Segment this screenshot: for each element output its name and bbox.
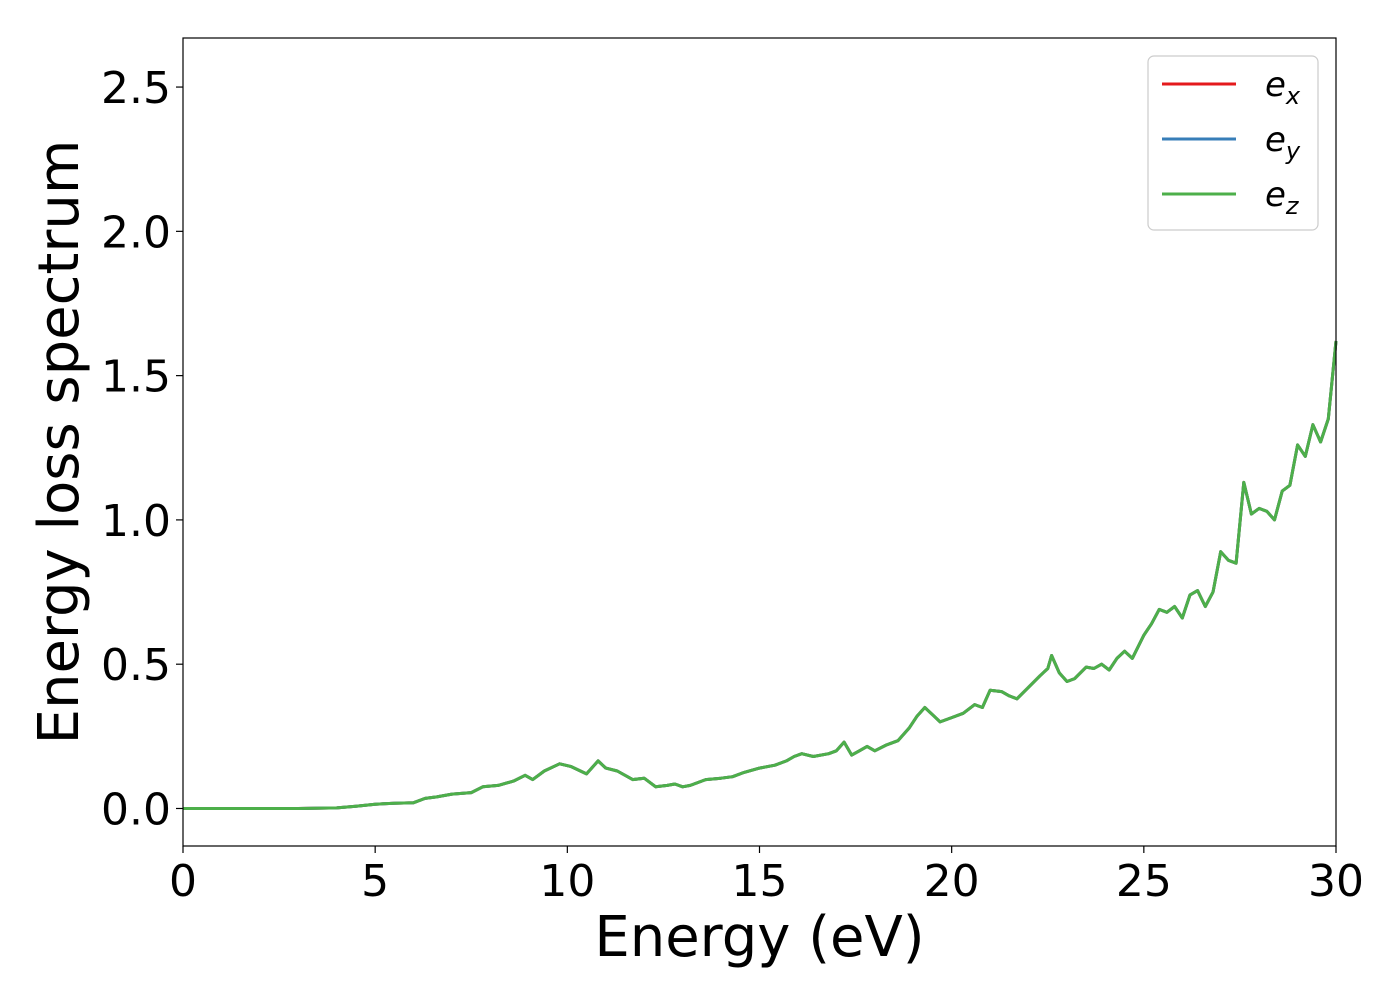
series-line-e_y — [183, 340, 1338, 810]
legend-label-z: ez — [1265, 175, 1300, 220]
y-tick-label: 2.0 — [101, 207, 171, 258]
series-line-e_x — [183, 340, 1338, 810]
legend-label-y: ey — [1265, 120, 1301, 165]
y-axis-label: Energy loss spectrum — [27, 140, 92, 745]
x-tick-label: 5 — [361, 856, 389, 907]
x-axis-ticks: 0 5 10 15 20 25 30 — [169, 846, 1364, 907]
y-tick-label: 0.0 — [101, 784, 171, 835]
y-tick-label: 1.5 — [101, 352, 171, 403]
x-tick-label: 25 — [1116, 856, 1172, 907]
x-tick-label: 30 — [1308, 856, 1364, 907]
legend-box — [1147, 55, 1319, 231]
y-tick-label: 0.5 — [101, 640, 171, 691]
x-tick-label: 0 — [169, 856, 197, 907]
legend-label-x: ex — [1265, 65, 1301, 110]
y-tick-label: 1.0 — [101, 496, 171, 547]
x-tick-label: 20 — [924, 856, 980, 907]
x-tick-label: 15 — [732, 856, 788, 907]
y-tick-label: 2.5 — [101, 63, 171, 114]
legend: ex ey ez — [1147, 55, 1319, 231]
series-line-e_z — [183, 340, 1338, 810]
x-axis-label: Energy (eV) — [594, 905, 924, 970]
x-tick-label: 10 — [539, 856, 595, 907]
y-axis-ticks: 0.0 0.5 1.0 1.5 2.0 2.5 — [101, 63, 183, 835]
series-layer — [183, 340, 1338, 810]
